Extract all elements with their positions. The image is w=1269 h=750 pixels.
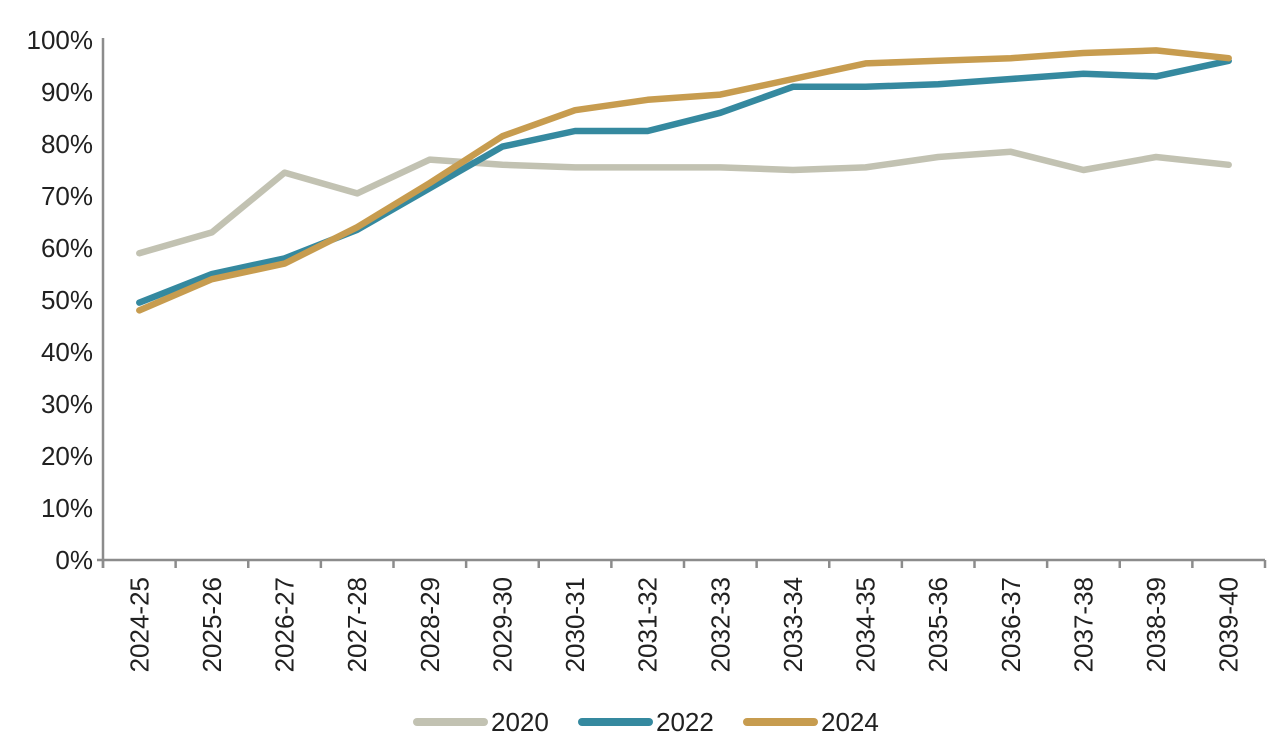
x-tick-label: 2025-26 — [197, 577, 227, 672]
y-axis-labels: 0% 10% 20% 30% 40% 50% 60% 70% 80% 90% 100% — [27, 25, 94, 575]
y-tick-label: 10% — [41, 493, 93, 523]
x-tick-label: 2032-33 — [705, 577, 735, 672]
x-tick-label: 2024-25 — [124, 577, 154, 672]
x-tick-label: 2030-31 — [560, 577, 590, 672]
x-tick-label: 2029-30 — [487, 577, 517, 672]
x-axis-labels: 2024-25 2025-26 2026-27 2027-28 2028-29 2029-… — [124, 577, 1243, 672]
x-tick-label: 2033-34 — [778, 577, 808, 672]
legend: 2020 2022 2024 — [413, 707, 879, 737]
legend-item-2020: 2020 — [413, 707, 549, 737]
legend-label: 2022 — [656, 707, 714, 737]
series-line-2020 — [136, 148, 1232, 257]
y-tick-label: 20% — [41, 441, 93, 471]
x-tick-label: 2027-28 — [342, 577, 372, 672]
y-tick-label: 90% — [41, 77, 93, 107]
x-tick-label: 2035-36 — [923, 577, 953, 672]
legend-item-2024: 2024 — [743, 707, 879, 737]
legend-label: 2020 — [491, 707, 549, 737]
y-tick-label: 50% — [41, 285, 93, 315]
x-tick-label: 2039-40 — [1214, 577, 1244, 672]
y-tick-label: 70% — [41, 181, 93, 211]
y-tick-label: 60% — [41, 233, 93, 263]
legend-label: 2024 — [821, 707, 879, 737]
x-tick-label: 2026-27 — [270, 577, 300, 672]
x-tick-label: 2037-38 — [1068, 577, 1098, 672]
y-tick-label: 40% — [41, 337, 93, 367]
y-tick-label: 30% — [41, 389, 93, 419]
x-tick-label: 2038-39 — [1141, 577, 1171, 672]
y-tick-label: 100% — [27, 25, 94, 55]
x-tick-label: 2034-35 — [851, 577, 881, 672]
legend-item-2022: 2022 — [578, 707, 714, 737]
y-tick-label: 0% — [55, 545, 93, 575]
x-tick-label: 2036-37 — [996, 577, 1026, 672]
series-line-2024 — [136, 47, 1232, 314]
y-tick-label: 80% — [41, 129, 93, 159]
x-tick-label: 2028-29 — [415, 577, 445, 672]
axes — [97, 38, 1267, 568]
x-tick-label: 2031-32 — [633, 577, 663, 672]
